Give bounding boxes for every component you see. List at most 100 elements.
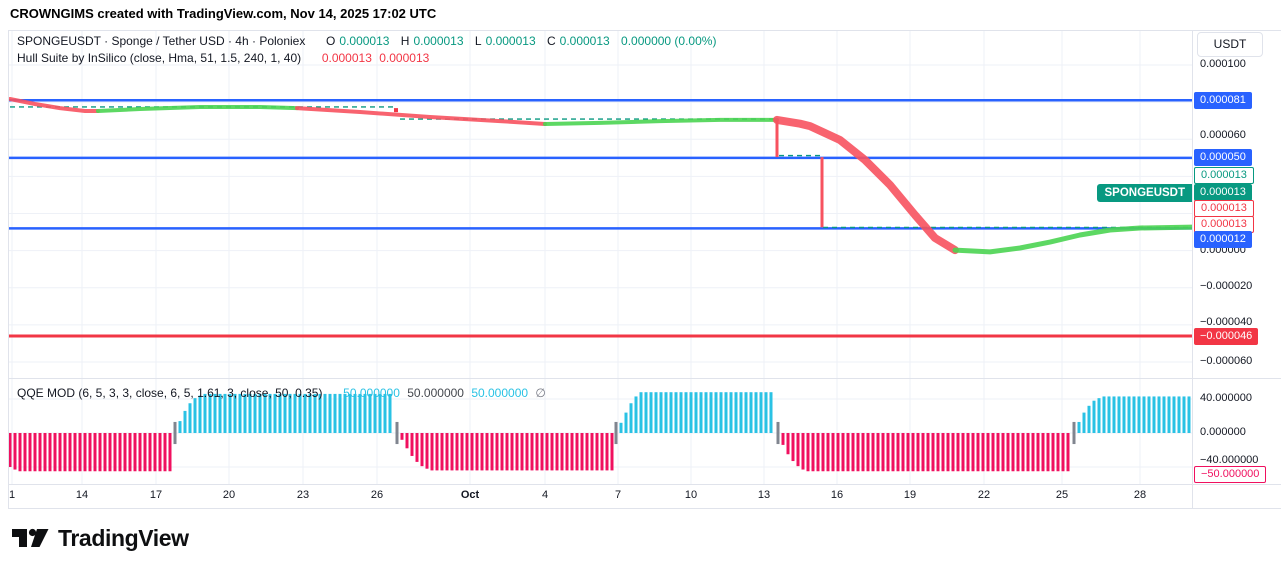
qqe-bar-cyan: [303, 393, 307, 433]
qqe-value-empty-set: ∅: [535, 386, 546, 400]
qqe-bar-pink: [1021, 433, 1025, 472]
time-axis-label: 20: [222, 489, 236, 501]
price-scale-label: 0.000060: [1200, 129, 1246, 141]
qqe-bar-cyan: [1177, 396, 1181, 433]
price-scale-label: −0.000020: [1200, 280, 1253, 292]
qqe-bar-cyan: [1097, 398, 1101, 433]
qqe-bar-pink: [18, 433, 22, 472]
qqe-bar-cyan: [1147, 396, 1151, 433]
qqe-bar-pink: [831, 433, 835, 472]
qqe-bar-cyan: [1077, 421, 1081, 433]
time-axis-label: 17: [149, 489, 163, 501]
qqe-bar-cyan: [639, 392, 643, 433]
qqe-bar-pink: [480, 433, 484, 471]
qqe-bar-pink: [138, 433, 142, 472]
qqe-bar-pink: [520, 433, 524, 471]
chart-canvas[interactable]: [8, 30, 1192, 484]
hull-value-2: 0.000013: [379, 51, 430, 65]
qqe-bar-pink: [595, 433, 599, 471]
qqe-bar-cyan: [1117, 396, 1121, 433]
qqe-bar-cyan: [288, 393, 292, 433]
qqe-bar-pink: [28, 433, 32, 472]
qqe-bar-cyan: [684, 392, 688, 433]
time-axis-border: [8, 484, 1281, 485]
qqe-bar-cyan: [1182, 396, 1186, 433]
qqe-bar-pink: [861, 433, 865, 472]
qqe-bar-pink: [163, 433, 167, 472]
qqe-bar-pink: [836, 433, 840, 472]
qqe-bar-cyan: [1167, 396, 1171, 433]
qqe-bar-pink: [580, 433, 584, 471]
qqe-bar-pink: [791, 433, 795, 462]
qqe-bar-pink: [13, 433, 17, 470]
qqe-legend-row: QQE MOD (6, 5, 3, 3, close, 6, 5, 1.61, …: [17, 386, 550, 400]
qqe-bar-pink: [475, 433, 479, 471]
qqe-bar-pink: [801, 433, 805, 470]
qqe-bar-cyan: [268, 393, 272, 433]
qqe-bar-pink: [1026, 433, 1030, 472]
qqe-bar-pink: [455, 433, 459, 471]
qqe-bar-pink: [78, 433, 82, 472]
qqe-bar-cyan: [238, 393, 242, 433]
qqe-bar-pink: [445, 433, 449, 471]
qqe-bar-cyan: [729, 392, 733, 433]
time-axis-label: 22: [977, 489, 991, 501]
hull-band-green: [952, 224, 1192, 255]
qqe-bar-cyan: [373, 393, 377, 433]
price-badge-red-outline: 0.000013: [1194, 215, 1254, 233]
qqe-bar-pink: [88, 433, 92, 472]
qqe-bar-pink: [851, 433, 855, 472]
qqe-bar-pink: [926, 433, 930, 472]
ohlc-open: O 0.000013: [326, 34, 390, 48]
qqe-bar-cyan: [208, 393, 212, 433]
qqe-bar-pink: [530, 433, 534, 471]
qqe-bar-pink: [906, 433, 910, 472]
qqe-mod-title[interactable]: QQE MOD (6, 5, 3, 3, close, 6, 5, 1.61, …: [17, 386, 323, 400]
qqe-bar-cyan: [323, 393, 327, 433]
price-badge-blue: 0.000081: [1194, 91, 1252, 109]
time-axis[interactable]: 1 14 17 20 23 26 Oct 4 7 10 13 16 19 22 25 28: [8, 485, 1192, 508]
qqe-bar-pink: [400, 433, 404, 440]
time-axis-label: 4: [541, 489, 549, 501]
qqe-bar-cyan: [353, 393, 357, 433]
time-axis-label: 26: [370, 489, 384, 501]
qqe-bar-pink: [550, 433, 554, 471]
qqe-bar-cyan: [223, 393, 227, 433]
qqe-bar-pink: [555, 433, 559, 471]
qqe-bar-pink: [1016, 433, 1020, 472]
qqe-bar-pink: [941, 433, 945, 472]
qqe-bar-pink: [931, 433, 935, 472]
price-scale[interactable]: USDT 0.000100 0.000060 0.000000 −0.000020 −0…: [1192, 30, 1281, 508]
qqe-bar-cyan: [183, 410, 187, 433]
currency-toggle-button[interactable]: USDT: [1197, 32, 1263, 57]
qqe-bar-pink: [1056, 433, 1060, 472]
qqe-bar-pink: [43, 433, 47, 472]
pane-separator[interactable]: [8, 378, 1281, 379]
qqe-scale-label: 0.000000: [1200, 426, 1246, 438]
qqe-bar-pink: [896, 433, 900, 472]
qqe-bar-pink: [535, 433, 539, 471]
time-axis-label: 28: [1133, 489, 1147, 501]
qqe-bar-pink: [936, 433, 940, 472]
qqe-bar-pink: [545, 433, 549, 471]
qqe-bar-cyan: [178, 421, 182, 433]
qqe-bar-cyan: [714, 392, 718, 433]
qqe-bar-cyan: [298, 393, 302, 433]
qqe-bar-pink: [430, 433, 434, 471]
qqe-bar-pink: [811, 433, 815, 472]
qqe-bar-cyan: [188, 403, 192, 433]
qqe-bar-pink: [866, 433, 870, 472]
symbol-price-tag: SPONGEUSDT: [1097, 184, 1192, 202]
qqe-bar-cyan: [233, 393, 237, 433]
tradingview-logo[interactable]: TradingView: [12, 524, 189, 552]
qqe-bar-cyan: [699, 392, 703, 433]
qqe-bar-cyan: [218, 393, 222, 433]
qqe-bar-pink: [570, 433, 574, 471]
symbol-title[interactable]: SPONGEUSDT · Sponge / Tether USD · 4h · …: [17, 34, 306, 48]
time-axis-label: 16: [830, 489, 844, 501]
qqe-bar-pink: [68, 433, 72, 472]
qqe-bar-cyan: [754, 392, 758, 433]
qqe-bar-cyan: [348, 393, 352, 433]
hull-suite-title[interactable]: Hull Suite by InSilico (close, Hma, 51, …: [17, 51, 302, 65]
price-badge-teal-outline: 0.000013: [1194, 166, 1254, 184]
